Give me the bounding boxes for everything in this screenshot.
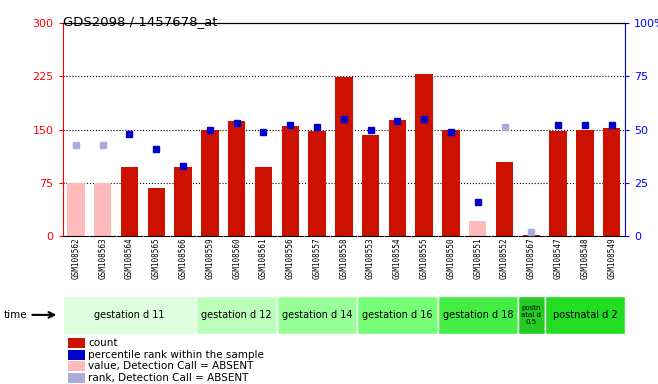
Text: GSM108559: GSM108559	[205, 238, 215, 280]
Bar	[68, 338, 85, 348]
Text: gestation d 16: gestation d 16	[362, 310, 433, 320]
Text: gestation d 12: gestation d 12	[201, 310, 272, 320]
Text: count: count	[88, 338, 118, 348]
Bar	[147, 188, 165, 236]
Text: GSM108552: GSM108552	[500, 238, 509, 280]
Text: GSM108548: GSM108548	[580, 238, 590, 280]
Text: postn
atal d
0.5: postn atal d 0.5	[521, 305, 542, 325]
Text: time: time	[3, 310, 27, 320]
Bar	[68, 361, 85, 371]
Bar	[67, 183, 85, 236]
Text: GSM108549: GSM108549	[607, 238, 616, 280]
Bar	[496, 162, 513, 236]
Text: GSM108563: GSM108563	[98, 238, 107, 280]
Bar	[576, 129, 594, 236]
Bar	[549, 131, 567, 236]
Text: GSM108553: GSM108553	[366, 238, 375, 280]
Bar	[94, 183, 111, 236]
Bar	[469, 220, 486, 236]
Bar	[438, 296, 518, 334]
Bar	[68, 373, 85, 382]
Text: GSM108560: GSM108560	[232, 238, 241, 280]
Bar	[357, 296, 438, 334]
Bar	[442, 129, 460, 236]
Bar	[362, 134, 379, 236]
Text: rank, Detection Call = ABSENT: rank, Detection Call = ABSENT	[88, 373, 249, 383]
Text: GSM108547: GSM108547	[553, 238, 563, 280]
Text: GSM108550: GSM108550	[447, 238, 455, 280]
Bar	[228, 121, 245, 236]
Bar	[335, 77, 353, 236]
Bar	[522, 235, 540, 236]
Text: GSM108566: GSM108566	[178, 238, 188, 280]
Text: GSM108557: GSM108557	[313, 238, 322, 280]
Bar	[309, 131, 326, 236]
Text: gestation d 11: gestation d 11	[94, 310, 164, 320]
Text: GSM108564: GSM108564	[125, 238, 134, 280]
Bar	[545, 296, 625, 334]
Text: GSM108562: GSM108562	[72, 238, 80, 280]
Text: percentile rank within the sample: percentile rank within the sample	[88, 350, 265, 360]
Bar	[201, 129, 218, 236]
Bar	[197, 296, 277, 334]
Text: value, Detection Call = ABSENT: value, Detection Call = ABSENT	[88, 361, 254, 371]
Bar	[63, 296, 197, 334]
Text: GSM108551: GSM108551	[473, 238, 482, 280]
Text: gestation d 18: gestation d 18	[442, 310, 513, 320]
Text: GSM108554: GSM108554	[393, 238, 402, 280]
Text: GSM108567: GSM108567	[527, 238, 536, 280]
Text: GDS2098 / 1457678_at: GDS2098 / 1457678_at	[63, 15, 217, 28]
Bar	[68, 350, 85, 359]
Bar	[277, 296, 357, 334]
Text: gestation d 14: gestation d 14	[282, 310, 352, 320]
Text: GSM108555: GSM108555	[420, 238, 428, 280]
Text: GSM108558: GSM108558	[340, 238, 348, 280]
Bar	[603, 128, 620, 236]
Text: GSM108556: GSM108556	[286, 238, 295, 280]
Bar	[389, 120, 406, 236]
Text: postnatal d 2: postnatal d 2	[553, 310, 617, 320]
Bar	[121, 167, 138, 236]
Bar	[415, 74, 433, 236]
Text: GSM108561: GSM108561	[259, 238, 268, 280]
Bar	[255, 167, 272, 236]
Bar	[174, 167, 191, 236]
Bar	[518, 296, 545, 334]
Text: GSM108565: GSM108565	[152, 238, 161, 280]
Bar	[282, 126, 299, 236]
